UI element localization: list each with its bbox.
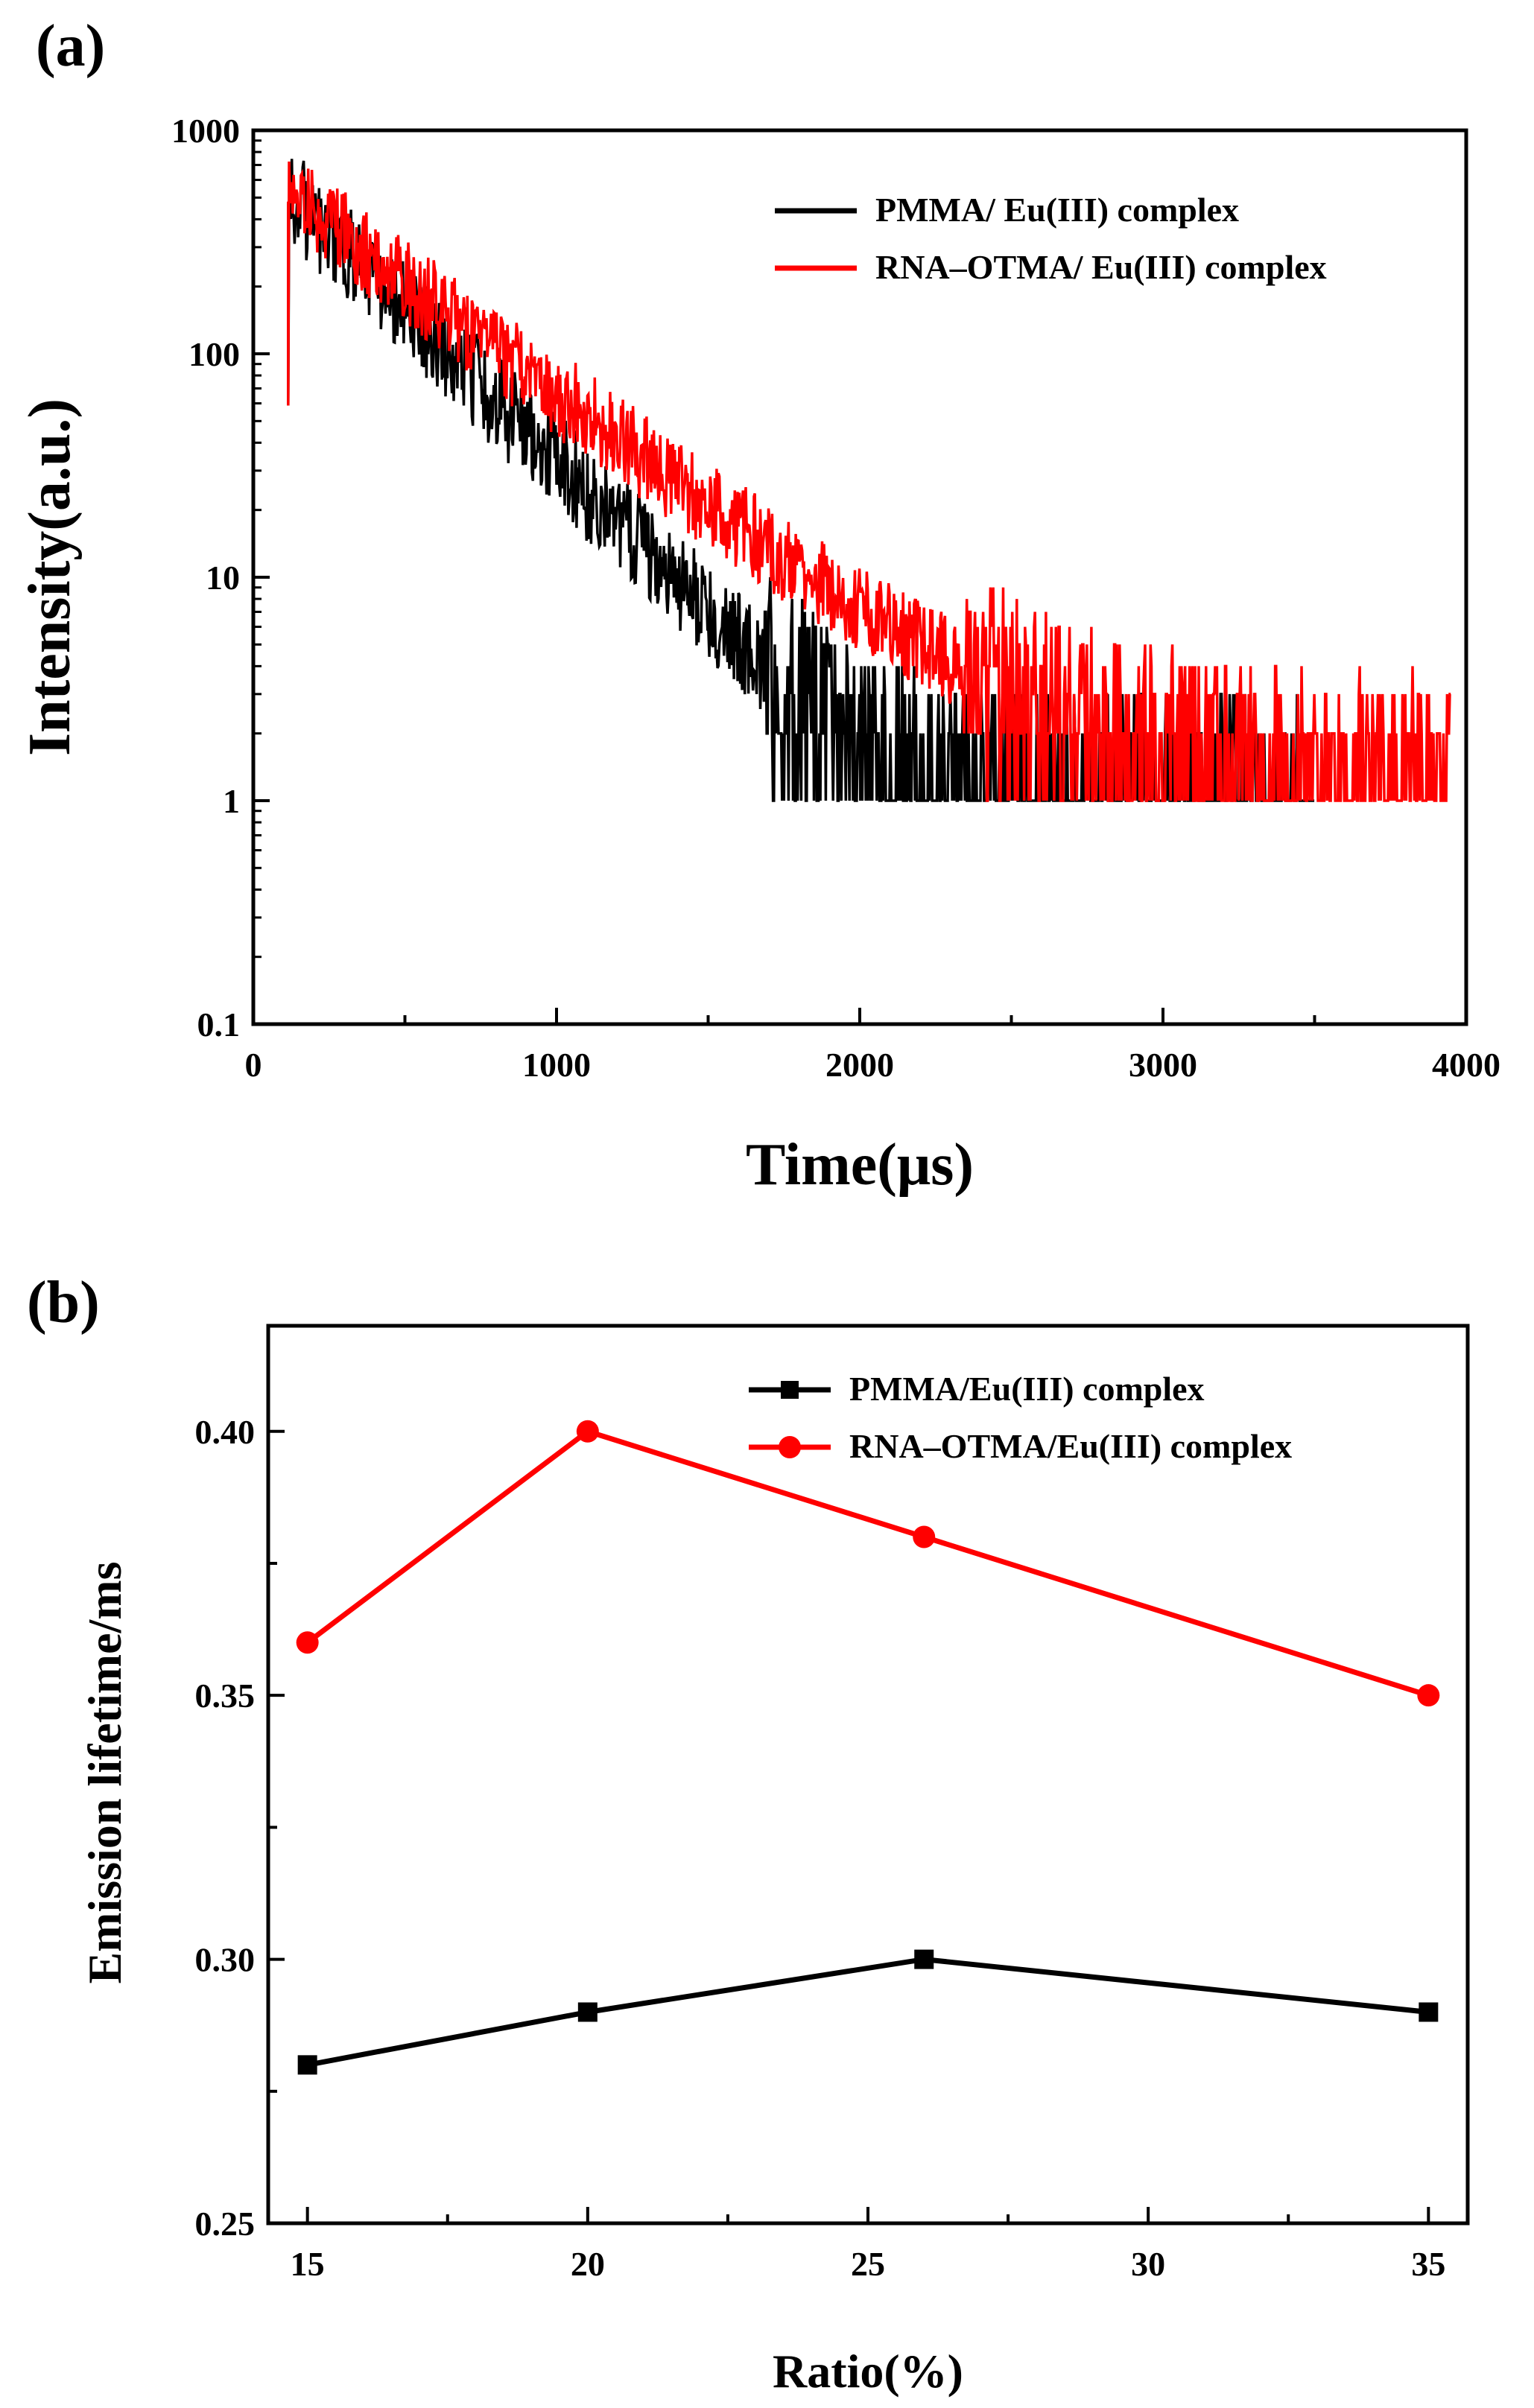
x-tick-label-b: 30 bbox=[1131, 2245, 1165, 2283]
data-point-b-0 bbox=[914, 1949, 934, 1969]
x-tick-label-b: 15 bbox=[291, 2245, 325, 2283]
panel-b-xlabel: Ratio(%) bbox=[773, 2345, 963, 2398]
x-tick-label-a: 3000 bbox=[1129, 1046, 1197, 1084]
series-line-b-0 bbox=[307, 1957, 1429, 2068]
data-point-b-0 bbox=[1419, 2002, 1439, 2022]
panel-a-legend: PMMA/ Eu(III) complex RNA–OTMA/ Eu(III) … bbox=[775, 191, 1327, 286]
data-point-b-1 bbox=[1417, 1684, 1440, 1707]
panel-a-ylabel: Intensity(a.u.) bbox=[17, 398, 83, 756]
y-tick-label-a: 1 bbox=[223, 782, 240, 820]
panel-b-ylabel: Emission lifetime/ms bbox=[78, 1561, 131, 1983]
x-tick-label-b: 25 bbox=[851, 2245, 885, 2283]
panel-a-ticks: 0 1000 2000 3000 4000 0.1 1 10 100 1000 bbox=[171, 112, 1500, 1084]
panel-a-series bbox=[287, 159, 1451, 802]
x-tick-label-a: 0 bbox=[245, 1046, 262, 1084]
x-tick-label-b: 20 bbox=[571, 2245, 605, 2283]
panel-b-series bbox=[296, 1420, 1440, 2075]
legend-b-black-marker bbox=[781, 1381, 799, 1399]
x-tick-label-a: 1000 bbox=[522, 1046, 591, 1084]
data-point-b-1 bbox=[296, 1631, 319, 1654]
y-tick-label-b: 0.35 bbox=[195, 1677, 256, 1715]
series-line-b-1 bbox=[305, 1428, 1430, 1698]
x-tick-label-b: 35 bbox=[1411, 2245, 1445, 2283]
panel-b: (b) 15 20 25 30 35 0.25 0.30 0.35 0.40 PMMA/Eu(I… bbox=[27, 1270, 1470, 2398]
panel-a: (a) 0 1000 2000 3000 4000 0.1 1 10 100 1000 PMMA/… bbox=[17, 13, 1500, 1198]
legend-a-black-label: PMMA/ Eu(III) complex bbox=[875, 191, 1239, 229]
legend-a-red-label: RNA–OTMA/ Eu(III) complex bbox=[875, 248, 1327, 286]
panel-b-ticks: 15 20 25 30 35 0.25 0.30 0.35 0.40 bbox=[195, 1413, 1446, 2283]
panel-b-label: (b) bbox=[27, 1270, 100, 1335]
legend-b-red-label: RNA–OTMA/Eu(III) complex bbox=[849, 1427, 1292, 1465]
panel-a-xlabel: Time(μs) bbox=[746, 1132, 974, 1198]
y-tick-label-b: 0.25 bbox=[195, 2205, 256, 2243]
data-point-b-1 bbox=[913, 1525, 936, 1548]
panel-a-label: (a) bbox=[36, 13, 105, 79]
legend-b-black-label: PMMA/Eu(III) complex bbox=[849, 1370, 1205, 1408]
y-tick-label-a: 1000 bbox=[171, 112, 240, 150]
x-tick-label-a: 4000 bbox=[1432, 1046, 1500, 1084]
y-tick-label-a: 100 bbox=[188, 335, 240, 373]
data-point-b-0 bbox=[297, 2055, 317, 2075]
y-tick-label-b: 0.30 bbox=[195, 1941, 256, 1979]
data-point-b-1 bbox=[576, 1420, 599, 1443]
y-tick-label-b: 0.40 bbox=[195, 1413, 256, 1451]
panel-b-legend: PMMA/Eu(III) complex RNA–OTMA/Eu(III) co… bbox=[749, 1370, 1292, 1465]
x-tick-label-a: 2000 bbox=[825, 1046, 894, 1084]
y-tick-label-a: 10 bbox=[206, 559, 240, 597]
data-point-b-0 bbox=[577, 2002, 598, 2022]
series-line-a-1 bbox=[287, 161, 1451, 802]
legend-b-red-marker bbox=[779, 1436, 801, 1458]
y-tick-label-a: 0.1 bbox=[197, 1006, 241, 1043]
